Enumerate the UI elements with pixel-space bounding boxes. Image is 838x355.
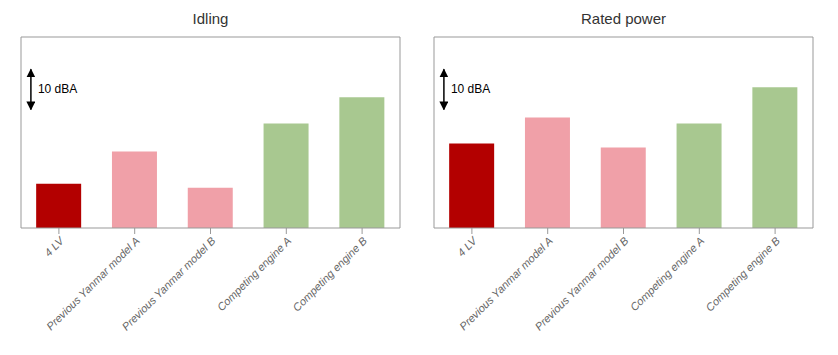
svg-text:Previous Yanmar model B: Previous Yanmar model B bbox=[532, 235, 630, 333]
svg-text:Competing engine A: Competing engine A bbox=[628, 235, 707, 314]
svg-text:4 LV: 4 LV bbox=[42, 233, 67, 258]
svg-text:Previous Yanmar model A: Previous Yanmar model A bbox=[456, 234, 555, 333]
html-text:Idling: Idling bbox=[192, 10, 229, 27]
svg-text:Competing engine B: Competing engine B bbox=[290, 235, 369, 314]
svg-text:Competing engine A: Competing engine A bbox=[215, 235, 294, 314]
svg-text:Previous Yanmar model B: Previous Yanmar model B bbox=[119, 235, 217, 333]
html-text:Rated power: Rated power bbox=[581, 10, 666, 27]
svg-text:Previous Yanmar model A: Previous Yanmar model A bbox=[43, 234, 142, 333]
svg-text:10 dBA: 10 dBA bbox=[38, 82, 77, 96]
svg-text:Competing engine B: Competing engine B bbox=[703, 235, 782, 314]
svg-text:4 LV: 4 LV bbox=[455, 233, 480, 258]
svg-text:10 dBA: 10 dBA bbox=[451, 82, 490, 96]
